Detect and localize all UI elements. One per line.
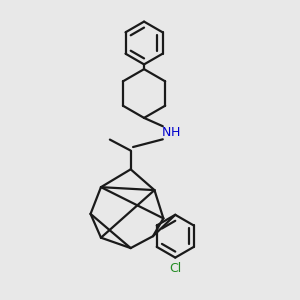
Text: H: H (171, 126, 181, 139)
Text: N: N (162, 126, 171, 139)
Text: Cl: Cl (169, 262, 182, 275)
